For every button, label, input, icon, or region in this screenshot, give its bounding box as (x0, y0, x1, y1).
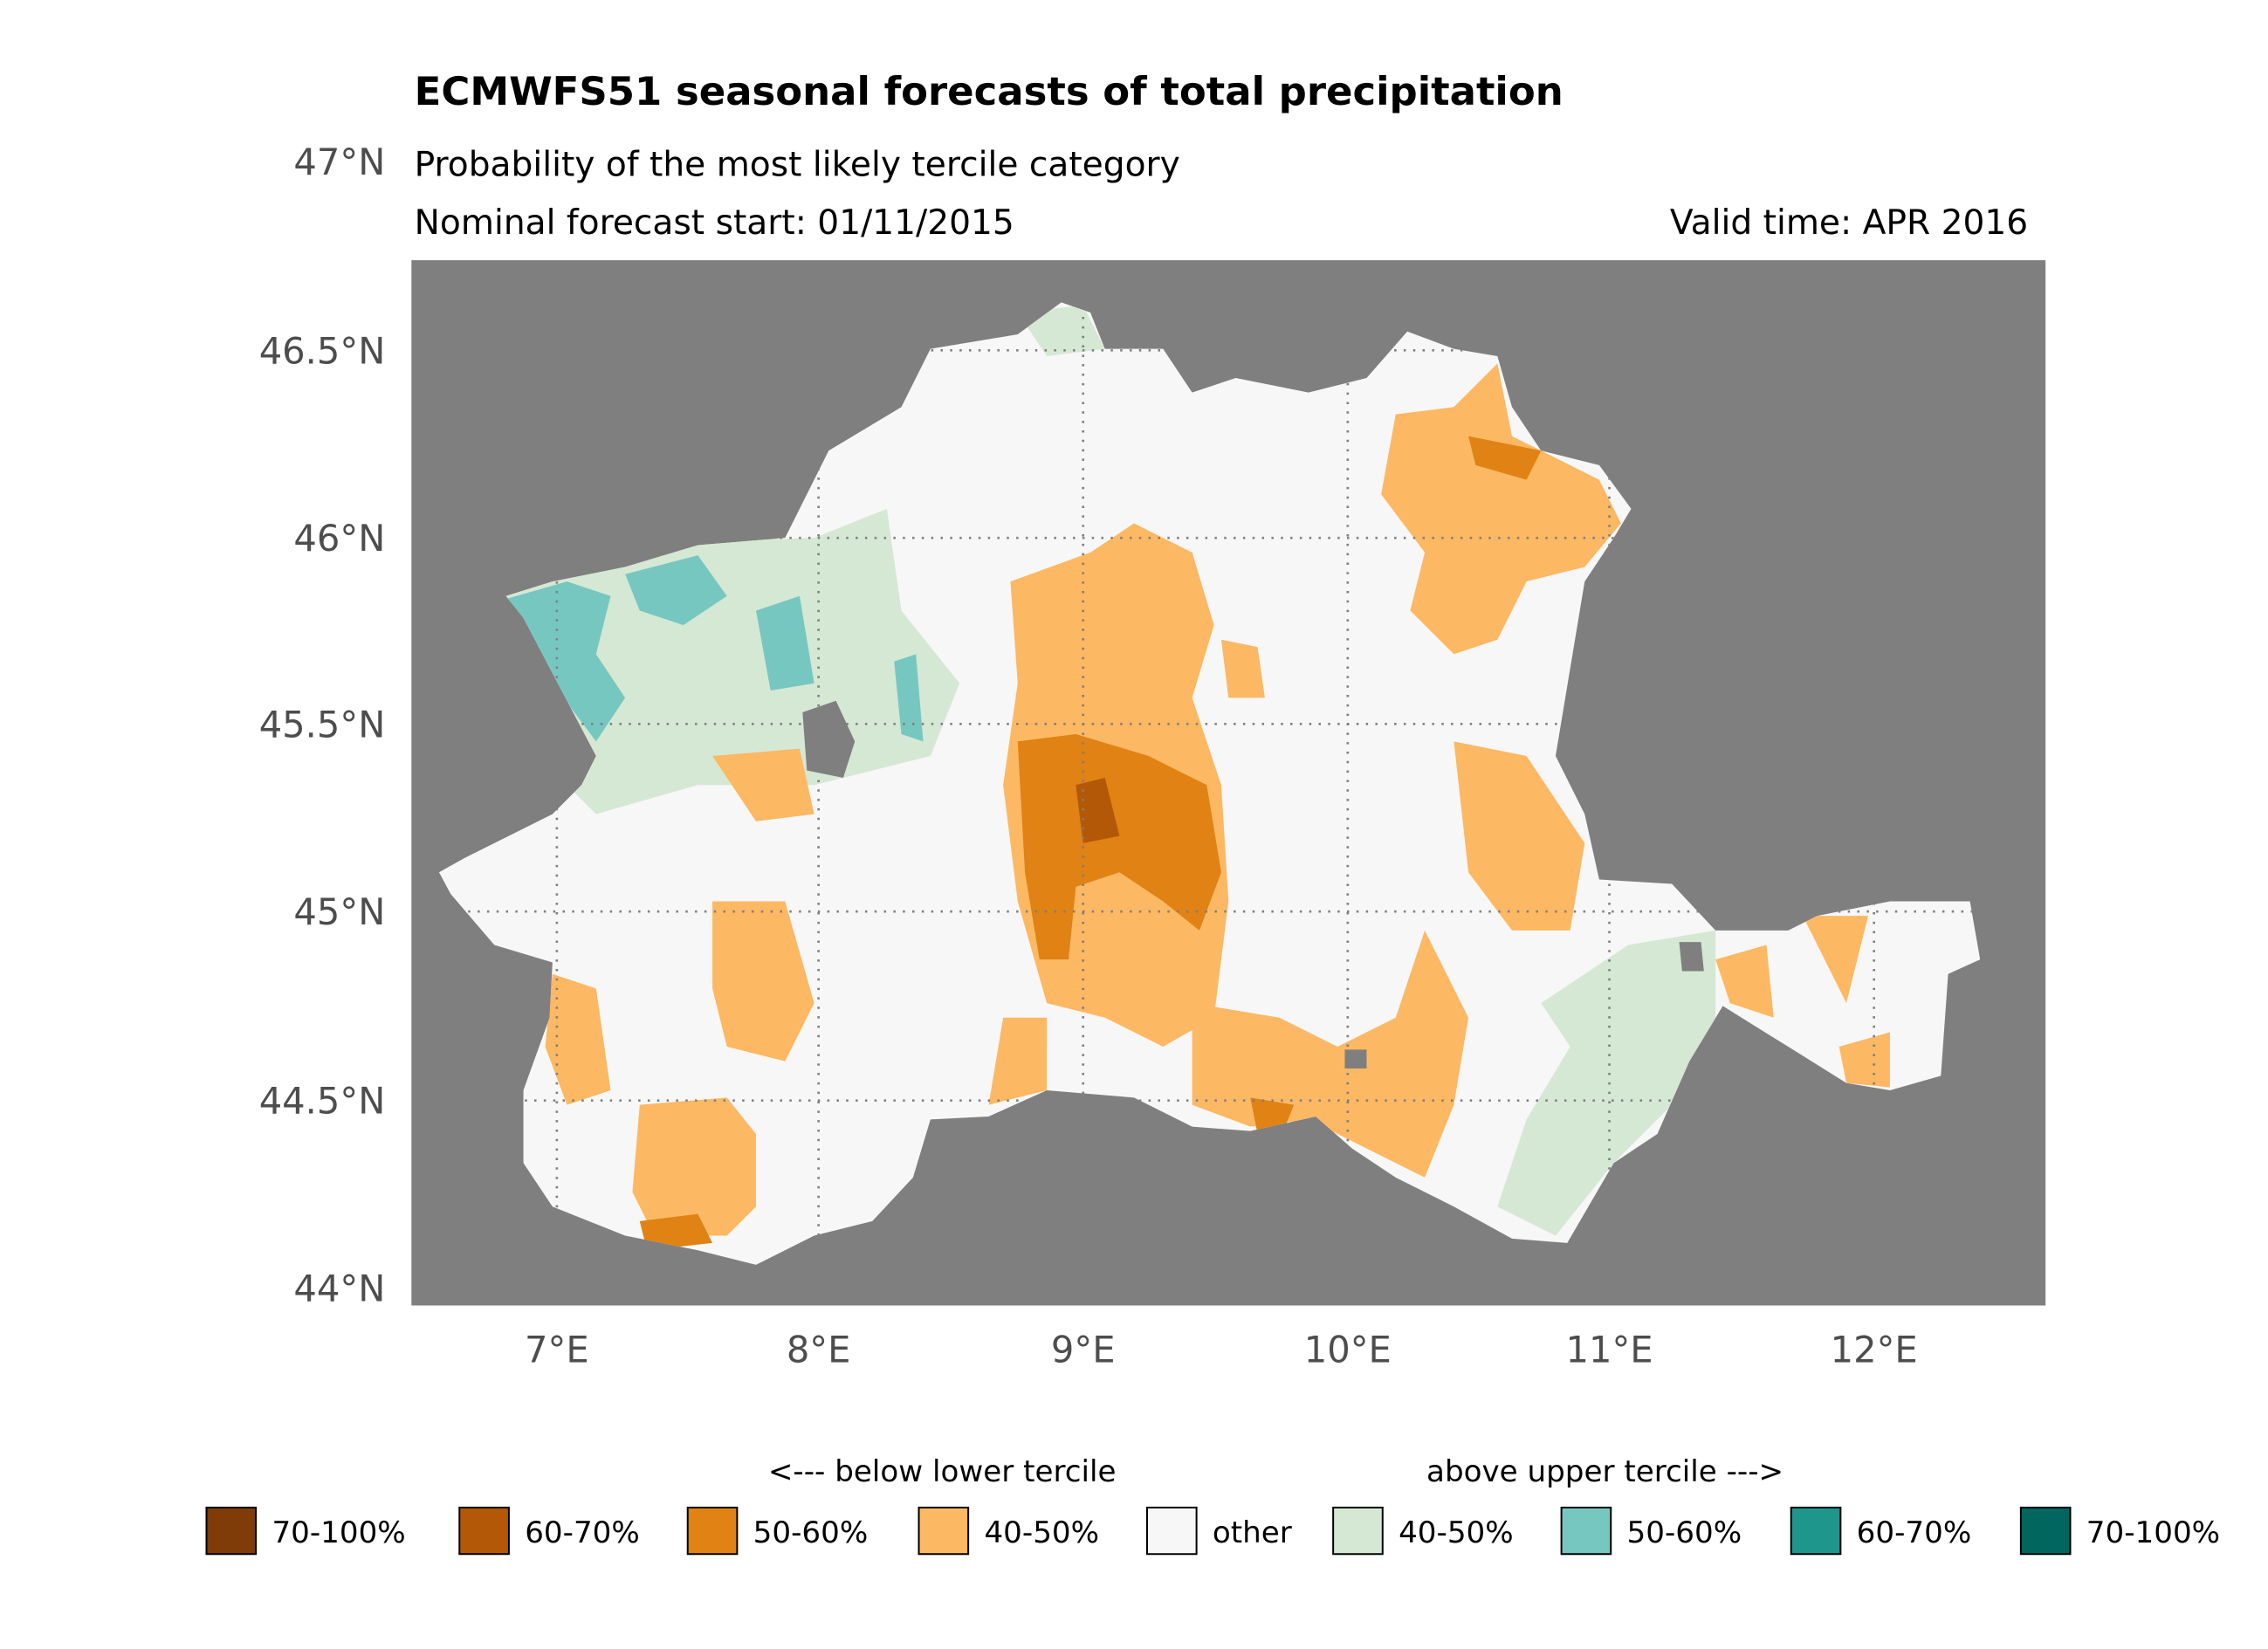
legend-label: other (1213, 1515, 1293, 1550)
below-50-60-region (639, 1213, 713, 1251)
legend-label: 40-50% (1399, 1515, 1514, 1550)
legend-label: 50-60% (1627, 1515, 1742, 1550)
above-50-60-region (894, 654, 924, 742)
missing-data-region (1344, 1049, 1367, 1069)
lon-tick-label: 10°E (1304, 1328, 1392, 1371)
chart-title: ECMWFS51 seasonal forecasts of total pre… (415, 68, 1564, 114)
lat-tick-label: 46°N (293, 517, 385, 560)
lat-tick-label: 45°N (293, 890, 385, 933)
lon-tick-label: 8°E (787, 1328, 851, 1371)
below-40-50-region (712, 901, 814, 1062)
legend-swatch (686, 1506, 739, 1556)
below-50-60-region (1468, 436, 1542, 480)
lat-tick-label: 46.5°N (259, 329, 386, 372)
below-40-50-region (712, 748, 814, 821)
lon-tick-label: 9°E (1051, 1328, 1116, 1371)
legend: <--- below lower tercile above upper ter… (205, 1454, 2220, 1556)
forecast-start-label: Nominal forecast start: 01/11/2015 (415, 203, 1014, 243)
legend-above-header: above upper tercile ---> (1426, 1454, 1783, 1489)
missing-data-region (1679, 942, 1704, 972)
legend-swatch (1145, 1506, 1198, 1556)
chart-subtitle: Probability of the most likely tercile c… (415, 146, 1180, 185)
latitude-axis: 47°N 46.5°N 46°N 45.5°N 45°N 44.5°N 44°N (259, 141, 386, 1310)
legend-swatch (1790, 1506, 1842, 1556)
legend-swatch (918, 1506, 970, 1556)
lon-tick-label: 12°E (1831, 1328, 1918, 1371)
valid-time-label: Valid time: APR 2016 (1670, 203, 2028, 243)
below-40-50-region (1454, 741, 1585, 931)
below-40-50-region (1715, 945, 1774, 1018)
legend-swatch (205, 1506, 258, 1556)
below-40-50-region (1838, 1032, 1890, 1088)
legend-swatch (1560, 1506, 1612, 1556)
legend-swatch (458, 1506, 510, 1556)
below-40-50-region (1220, 639, 1265, 698)
legend-label: 50-60% (753, 1515, 869, 1550)
lon-tick-label: 11°E (1566, 1328, 1653, 1371)
below-40-50-region (988, 1017, 1048, 1105)
legend-swatch (2019, 1506, 2072, 1556)
lat-tick-label: 45.5°N (259, 703, 386, 745)
legend-label: 60-70% (525, 1515, 640, 1550)
legend-label: 60-70% (1857, 1515, 1972, 1550)
legend-label: 70-100% (2086, 1515, 2220, 1550)
legend-label: 40-50% (984, 1515, 1099, 1550)
below-40-50-region (632, 1097, 757, 1236)
below-40-50-region (545, 973, 611, 1105)
longitude-axis: 7°E 8°E 9°E 10°E 11°E 12°E (525, 1328, 1918, 1371)
legend-label: 70-100% (271, 1515, 405, 1550)
missing-data-region (802, 700, 856, 778)
lat-tick-label: 44.5°N (259, 1080, 386, 1123)
below-60-70-region (1076, 777, 1120, 843)
lat-tick-label: 44°N (293, 1267, 385, 1309)
below-40-50-region (1381, 363, 1621, 655)
above-50-60-region (625, 555, 727, 626)
above-50-60-region (756, 595, 814, 691)
above-40-50-region (1497, 930, 1716, 1236)
above-50-60-region (505, 581, 626, 742)
below-50-60-region (1017, 733, 1221, 960)
lon-tick-label: 7°E (525, 1328, 589, 1371)
legend-items: 70-100% 60-70% 50-60% 40-50% other 40-50% 50-6… (205, 1506, 2220, 1556)
legend-below-header: <--- below lower tercile (768, 1454, 1117, 1489)
lat-tick-label: 47°N (293, 141, 385, 183)
legend-swatch (1332, 1506, 1384, 1556)
